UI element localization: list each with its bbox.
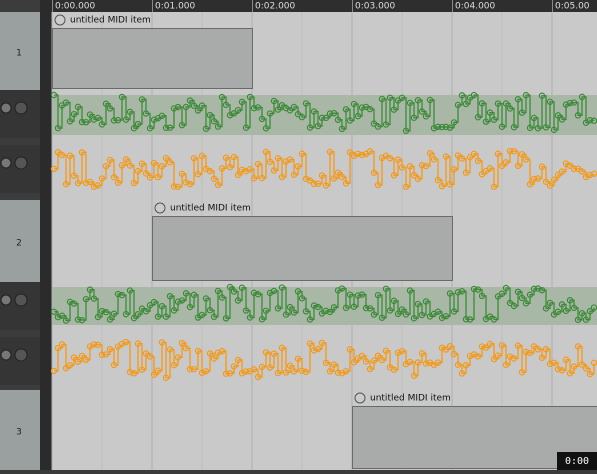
ruler-label: 0:01.000	[155, 2, 196, 12]
midi-item	[153, 217, 453, 281]
status-time: 0:00	[565, 456, 589, 467]
item-icon	[155, 203, 165, 213]
panel-strip	[40, 0, 52, 470]
arm-icon	[15, 157, 27, 169]
ruler-label: 0:05.00	[555, 2, 590, 12]
item-icon	[355, 393, 365, 403]
arm-icon	[15, 294, 27, 306]
arm-icon	[15, 349, 27, 361]
gear-icon	[1, 103, 11, 113]
track-number: 2	[16, 239, 22, 249]
ruler-label: 0:04.000	[455, 2, 496, 12]
ruler-label: 0:03.000	[355, 2, 396, 12]
track-number: 1	[16, 49, 22, 59]
item-label: untitled MIDI item	[370, 394, 451, 404]
item-label: untitled MIDI item	[170, 204, 251, 214]
track-number: 3	[16, 428, 22, 438]
arm-icon	[15, 102, 27, 114]
midi-item	[53, 29, 253, 89]
ruler-label: 0:00.000	[55, 2, 96, 12]
ruler	[52, 0, 597, 12]
gear-icon	[1, 295, 11, 305]
item-label: untitled MIDI item	[70, 16, 151, 26]
gear-icon	[1, 158, 11, 168]
ruler-label: 0:02.000	[255, 2, 296, 12]
item-icon	[55, 15, 65, 25]
gear-icon	[1, 350, 11, 360]
